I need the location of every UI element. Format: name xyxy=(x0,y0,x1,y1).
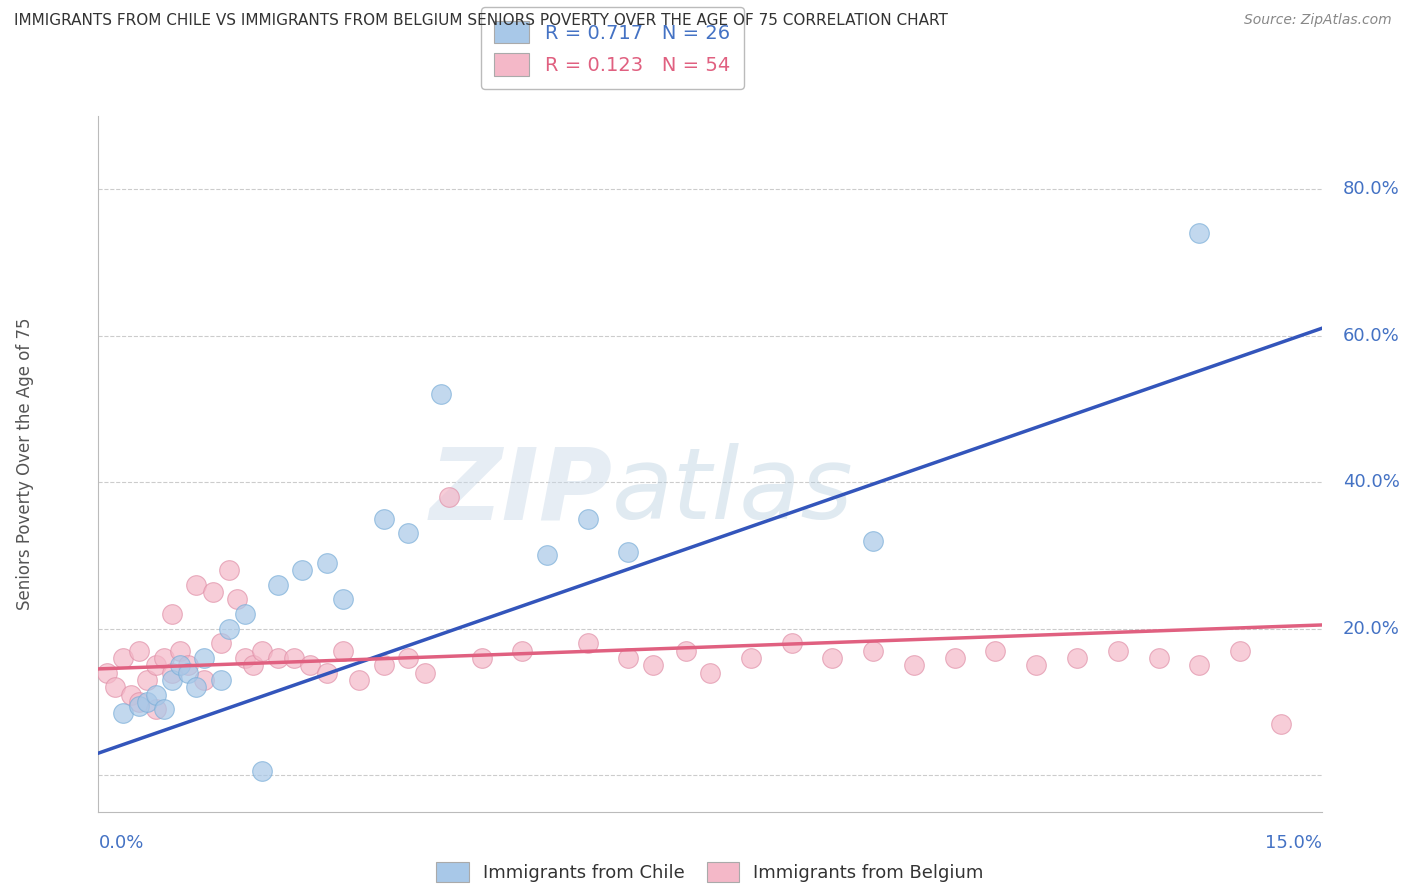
Point xyxy=(283,651,305,665)
Point xyxy=(780,636,803,650)
Point xyxy=(430,387,453,401)
Point xyxy=(396,651,419,665)
Point xyxy=(903,658,925,673)
Point xyxy=(152,651,174,665)
Text: 80.0%: 80.0% xyxy=(1343,180,1399,198)
Point xyxy=(373,658,395,673)
Point xyxy=(373,512,395,526)
Text: ZIP: ZIP xyxy=(429,443,612,541)
Point xyxy=(617,545,640,559)
Point xyxy=(862,533,884,548)
Text: 20.0%: 20.0% xyxy=(1343,620,1399,638)
Point xyxy=(169,643,191,657)
Point xyxy=(111,706,134,720)
Point xyxy=(699,665,721,680)
Point xyxy=(242,658,264,673)
Point xyxy=(145,702,167,716)
Point xyxy=(160,607,183,621)
Point xyxy=(201,585,224,599)
Point xyxy=(332,643,354,657)
Point xyxy=(169,658,191,673)
Point xyxy=(1270,716,1292,731)
Point xyxy=(1025,658,1047,673)
Point xyxy=(1229,643,1251,657)
Point xyxy=(209,673,232,687)
Point xyxy=(152,702,174,716)
Text: 15.0%: 15.0% xyxy=(1264,834,1322,852)
Point xyxy=(193,651,215,665)
Point xyxy=(120,688,142,702)
Point xyxy=(675,643,697,657)
Point xyxy=(250,764,273,779)
Point xyxy=(332,592,354,607)
Point xyxy=(1188,658,1211,673)
Legend: Immigrants from Chile, Immigrants from Belgium: Immigrants from Chile, Immigrants from B… xyxy=(429,855,991,889)
Point xyxy=(1188,226,1211,240)
Point xyxy=(128,643,150,657)
Text: atlas: atlas xyxy=(612,443,853,541)
Point xyxy=(821,651,844,665)
Text: Seniors Poverty Over the Age of 75: Seniors Poverty Over the Age of 75 xyxy=(15,318,34,610)
Point xyxy=(104,680,127,694)
Point xyxy=(471,651,494,665)
Text: Source: ZipAtlas.com: Source: ZipAtlas.com xyxy=(1244,13,1392,28)
Point xyxy=(218,563,240,577)
Point xyxy=(413,665,436,680)
Point xyxy=(617,651,640,665)
Point xyxy=(186,577,208,591)
Point xyxy=(250,643,273,657)
Point xyxy=(111,651,134,665)
Point xyxy=(177,658,200,673)
Point xyxy=(1147,651,1170,665)
Point xyxy=(145,688,167,702)
Text: 40.0%: 40.0% xyxy=(1343,473,1399,491)
Point xyxy=(984,643,1007,657)
Point xyxy=(291,563,314,577)
Point xyxy=(160,665,183,680)
Point xyxy=(349,673,371,687)
Text: 0.0%: 0.0% xyxy=(98,834,143,852)
Point xyxy=(576,512,599,526)
Point xyxy=(299,658,322,673)
Point xyxy=(1066,651,1088,665)
Point xyxy=(218,622,240,636)
Point xyxy=(396,526,419,541)
Text: IMMIGRANTS FROM CHILE VS IMMIGRANTS FROM BELGIUM SENIORS POVERTY OVER THE AGE OF: IMMIGRANTS FROM CHILE VS IMMIGRANTS FROM… xyxy=(14,13,948,29)
Point xyxy=(136,695,159,709)
Point xyxy=(536,549,558,563)
Point xyxy=(233,651,256,665)
Point xyxy=(1107,643,1129,657)
Point xyxy=(512,643,534,657)
Point xyxy=(226,592,249,607)
Point xyxy=(136,673,159,687)
Point xyxy=(267,577,290,591)
Point xyxy=(267,651,290,665)
Point xyxy=(186,680,208,694)
Point xyxy=(128,698,150,713)
Point xyxy=(145,658,167,673)
Point xyxy=(177,665,200,680)
Point xyxy=(233,607,256,621)
Point xyxy=(128,695,150,709)
Point xyxy=(96,665,118,680)
Point xyxy=(437,490,460,504)
Point xyxy=(209,636,232,650)
Point xyxy=(160,673,183,687)
Point xyxy=(862,643,884,657)
Point xyxy=(193,673,215,687)
Point xyxy=(576,636,599,650)
Point xyxy=(315,665,337,680)
Text: 60.0%: 60.0% xyxy=(1343,326,1399,344)
Point xyxy=(740,651,762,665)
Point xyxy=(641,658,664,673)
Point xyxy=(315,556,337,570)
Point xyxy=(943,651,966,665)
